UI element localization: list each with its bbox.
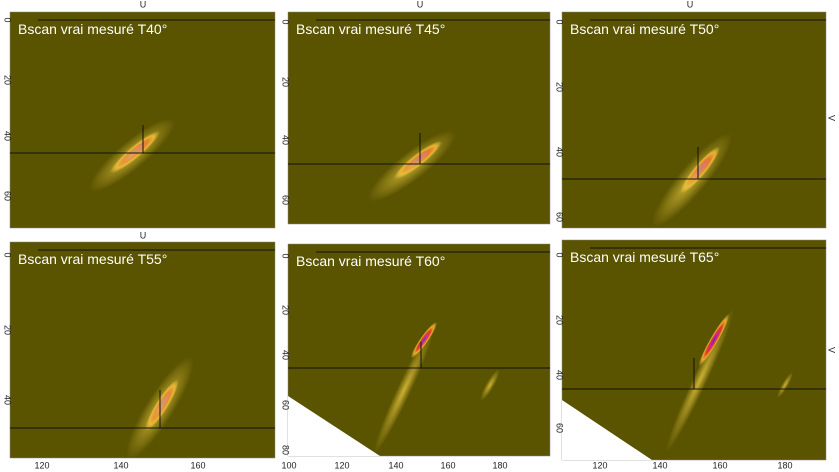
top-axis-label: U (687, 0, 694, 9)
y-tick-label: 20 (3, 325, 13, 335)
y-tick-label: 20 (281, 77, 291, 87)
y-tick-label: 0 (555, 19, 565, 24)
y-tick-label: 80 (281, 445, 291, 455)
top-axis-label: U (140, 230, 147, 240)
bscan-panel: Bscan vrai mesuré T55° U 0 20 40 120 140 160 (3, 230, 276, 470)
top-axis-label: U (417, 0, 424, 9)
x-tick-label: 160 (712, 460, 727, 470)
y-tick-label: 60 (281, 400, 291, 410)
x-tick-label: 160 (190, 460, 205, 470)
y-tick-label: 40 (555, 147, 565, 157)
y-tick-label: 40 (3, 131, 13, 141)
panel-title: Bscan vrai mesuré T65° (570, 249, 719, 265)
bscan-panel: Bscan vrai mesuré T40° U 0 20 40 60 (3, 0, 276, 229)
y-tick-label: 20 (555, 82, 565, 92)
x-tick-label: 140 (652, 460, 667, 470)
x-tick-label: 180 (492, 460, 507, 470)
echo-signal (367, 130, 457, 202)
bscan-panel: Bscan vrai mesuré T45° U 0 20 40 60 (281, 0, 551, 225)
bscan-panel: Bscan vrai mesuré T65° V 0 20 40 60 120 140 160 1… (555, 239, 837, 470)
y-tick-label: 60 (281, 195, 291, 205)
bscan-image (561, 239, 827, 461)
bscan-panel: Bscan vrai mesuré T50° U V 0 20 40 60 (555, 0, 837, 229)
y-tick-label: 40 (555, 370, 565, 380)
y-tick-label: 20 (281, 305, 291, 315)
x-tick-label: 120 (592, 460, 607, 470)
y-tick-label: 60 (555, 212, 565, 222)
x-tick-label: 140 (113, 460, 128, 470)
echo-signal (373, 326, 435, 454)
x-tick-label: 120 (334, 460, 349, 470)
panel-title: Bscan vrai mesuré T60° (296, 253, 445, 269)
x-tick-label: 160 (440, 460, 455, 470)
bscan-image (9, 11, 276, 229)
echo-signal (777, 371, 793, 399)
x-tick-label: 100 (281, 460, 296, 470)
echo-signal (480, 369, 500, 401)
y-tick-label: 20 (3, 75, 13, 85)
masked-region (288, 396, 380, 456)
y-tick-label: 20 (555, 315, 565, 325)
y-tick-label: 0 (555, 252, 565, 257)
panel-title: Bscan vrai mesuré T50° (570, 21, 719, 37)
y-tick-label: 0 (3, 17, 13, 22)
y-tick-label: 40 (281, 350, 291, 360)
y-tick-label: 40 (281, 135, 291, 145)
y-tick-label: 0 (281, 253, 291, 258)
echo-signal (698, 313, 730, 367)
x-tick-label: 140 (388, 460, 403, 470)
echo-signal (665, 307, 735, 453)
right-axis-label: V (827, 347, 837, 353)
echo-signal (88, 118, 176, 192)
masked-region (562, 400, 652, 460)
y-tick-label: 40 (3, 395, 13, 405)
panel-title: Bscan vrai mesuré T40° (18, 21, 167, 37)
top-axis-label: U (140, 0, 147, 9)
panel-title: Bscan vrai mesuré T55° (18, 251, 167, 267)
x-tick-label: 120 (34, 460, 49, 470)
y-tick-label: 60 (555, 423, 565, 433)
echo-signal (651, 133, 733, 227)
panel-title: Bscan vrai mesuré T45° (296, 21, 445, 37)
bscan-image (287, 11, 551, 225)
y-tick-label: 0 (281, 19, 291, 24)
y-tick-label: 60 (3, 191, 13, 201)
right-axis-label: V (827, 115, 837, 121)
y-tick-label: 0 (3, 252, 13, 257)
bscan-panel: Bscan vrai mesuré T60° 0 20 40 60 80 100 120 140… (281, 243, 551, 470)
x-tick-label: 180 (777, 460, 792, 470)
